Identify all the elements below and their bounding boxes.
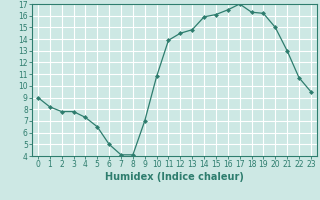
- X-axis label: Humidex (Indice chaleur): Humidex (Indice chaleur): [105, 172, 244, 182]
